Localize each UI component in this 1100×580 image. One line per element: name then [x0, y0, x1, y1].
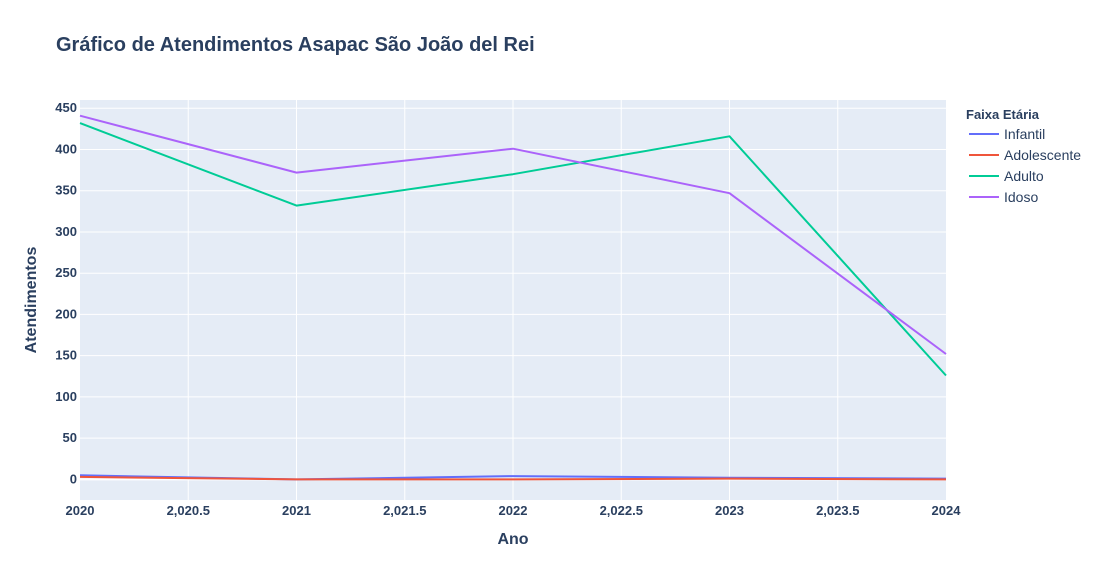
x-tick-label: 2,023.5 — [816, 503, 859, 518]
series-lines — [79, 114, 947, 481]
y-tick-label: 400 — [55, 141, 77, 156]
y-tick-label: 300 — [55, 224, 77, 239]
x-tick-label: 2024 — [932, 503, 962, 518]
legend-item-infantil[interactable]: Infantil — [969, 126, 1045, 142]
y-tick-label: 50 — [63, 430, 77, 445]
y-tick-label: 200 — [55, 306, 77, 321]
x-tick-label: 2,022.5 — [600, 503, 643, 518]
legend[interactable]: Faixa Etária Infantil Adolescente Adulto Id… — [966, 107, 1081, 205]
series-line-adolescente — [79, 475, 947, 481]
legend-item-adolescente[interactable]: Adolescente — [969, 147, 1081, 163]
y-tick-label: 250 — [55, 265, 77, 280]
series-line-adulto — [79, 122, 947, 377]
series-line-idoso — [79, 114, 947, 355]
legend-title: Faixa Etária — [966, 107, 1040, 122]
x-tick-label: 2020 — [66, 503, 95, 518]
x-axis-ticks: 2020 2,020.5 2021 2,021.5 2022 2,022.5 2023 2,0… — [66, 503, 962, 518]
x-tick-label: 2,020.5 — [167, 503, 210, 518]
y-tick-label: 0 — [70, 471, 77, 486]
y-axis-ticks: 0 50 100 150 200 250 300 350 400 450 — [55, 100, 77, 486]
chart-title: Gráfico de Atendimentos Asapac São João … — [56, 34, 535, 56]
legend-label: Adulto — [1004, 168, 1044, 184]
x-tick-label: 2023 — [715, 503, 744, 518]
y-tick-label: 350 — [55, 183, 77, 198]
x-axis-title: Ano — [497, 531, 528, 548]
legend-item-adulto[interactable]: Adulto — [969, 168, 1044, 184]
y-tick-label: 450 — [55, 100, 77, 115]
legend-label: Infantil — [1004, 126, 1045, 142]
x-tick-label: 2,021.5 — [383, 503, 426, 518]
x-tick-label: 2021 — [282, 503, 311, 518]
legend-label: Idoso — [1004, 189, 1038, 205]
y-axis-title: Atendimentos — [23, 247, 40, 354]
y-tick-label: 150 — [55, 348, 77, 363]
y-tick-label: 100 — [55, 389, 77, 404]
legend-item-idoso[interactable]: Idoso — [969, 189, 1038, 205]
legend-label: Adolescente — [1004, 147, 1081, 163]
x-tick-label: 2022 — [499, 503, 528, 518]
